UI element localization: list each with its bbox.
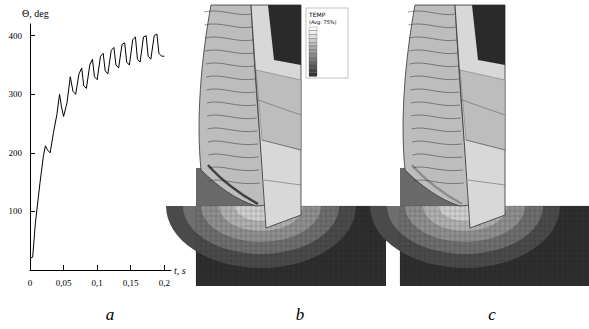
svg-text:0,05: 0,05 bbox=[56, 278, 72, 288]
svg-text:b: b bbox=[296, 305, 305, 324]
svg-text:300: 300 bbox=[9, 89, 23, 99]
svg-text:0: 0 bbox=[28, 278, 33, 288]
svg-text:400: 400 bbox=[9, 31, 23, 41]
svg-text:200: 200 bbox=[9, 148, 23, 158]
svg-text:a: a bbox=[106, 305, 115, 324]
svg-text:(Avg: 75%): (Avg: 75%) bbox=[309, 19, 337, 26]
svg-text:TEMP: TEMP bbox=[308, 11, 326, 18]
svg-text:0,2: 0,2 bbox=[159, 278, 170, 288]
svg-text:100: 100 bbox=[9, 206, 23, 216]
svg-text:t, s: t, s bbox=[174, 265, 186, 276]
svg-text:0,15: 0,15 bbox=[123, 278, 139, 288]
svg-text:c: c bbox=[488, 305, 496, 324]
svg-text:Θ, deg: Θ, deg bbox=[22, 8, 49, 19]
svg-text:0,1: 0,1 bbox=[92, 278, 103, 288]
